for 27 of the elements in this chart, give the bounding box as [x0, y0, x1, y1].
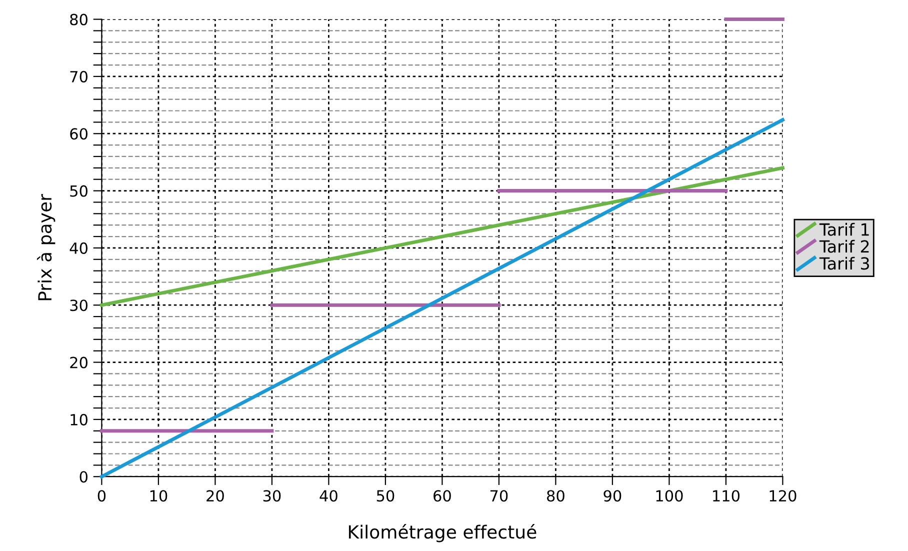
x-tick-label: 50	[376, 490, 394, 502]
x-tick-label: 70	[490, 490, 508, 502]
x-tick-label: 80	[547, 490, 564, 502]
x-tick-label: 40	[320, 490, 338, 502]
y-tick-label: 40	[70, 242, 88, 254]
y-tick-label: 70	[70, 70, 88, 82]
y-tick-label: 60	[70, 128, 88, 140]
x-tick-label: 60	[434, 490, 451, 502]
y-tick-label: 0	[80, 471, 88, 483]
legend-label: Tarif 3	[819, 256, 869, 270]
x-tick-label: 10	[150, 490, 168, 502]
y-axis-title: Prix à payer	[36, 194, 56, 300]
x-tick-label: 0	[98, 490, 106, 502]
x-tick-label: 100	[656, 490, 683, 502]
legend-label: Tarif 2	[819, 240, 869, 253]
x-tick-label: 110	[713, 490, 740, 502]
x-tick-label: 20	[206, 490, 224, 502]
y-tick-label: 10	[70, 414, 88, 426]
legend-label: Tarif 1	[819, 222, 869, 236]
x-tick-label: 30	[263, 490, 281, 502]
x-tick-label: 90	[604, 490, 622, 502]
y-tick-label: 80	[70, 14, 88, 26]
y-tick-label: 50	[70, 185, 88, 197]
x-tick-label: 120	[770, 490, 796, 502]
y-tick-label: 30	[70, 300, 88, 312]
y-tick-label: 20	[70, 356, 88, 368]
x-axis-title: Kilométrage effectué	[348, 524, 536, 542]
